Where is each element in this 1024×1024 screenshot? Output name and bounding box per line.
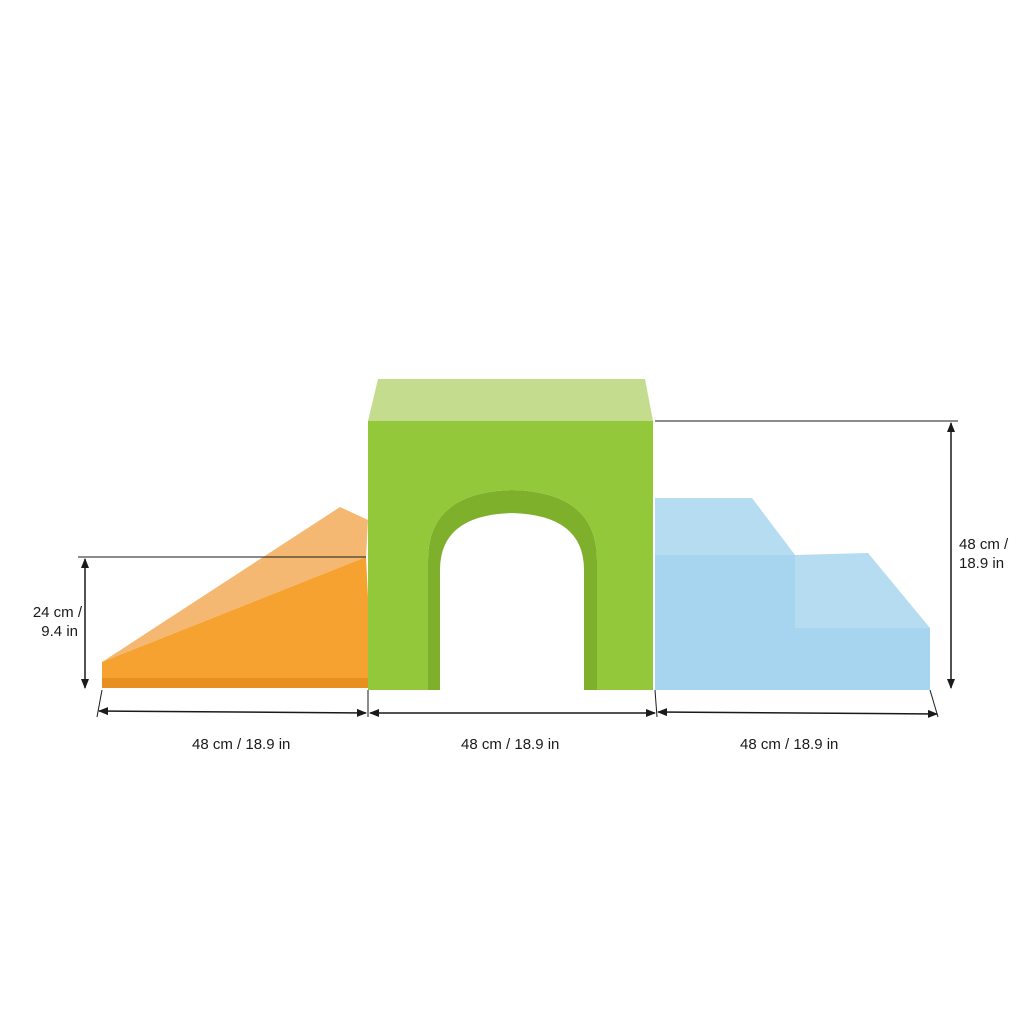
two-step-stairs [655,498,930,690]
dimension-lines [78,420,958,718]
label-line: 48 cm / [959,536,1009,553]
label-line: 24 cm / [32,604,82,621]
wedge-width-label: 48 cm / 18.9 in [192,736,291,753]
arch-height-label: 48 cm / 18.9 in [959,535,1008,573]
arch-tunnel [368,379,653,690]
wedge-height-label: 24 cm / 9.4 in [22,603,82,641]
steps-width-arrow [657,708,938,718]
wedge-width-arrow [98,707,367,717]
arch-width-label: 48 cm / 18.9 in [461,736,560,753]
label-line: 9.4 in [41,623,78,640]
wedge-ramp [102,507,372,688]
steps-width-label: 48 cm / 18.9 in [740,736,839,753]
label-line: 18.9 in [959,555,1005,572]
